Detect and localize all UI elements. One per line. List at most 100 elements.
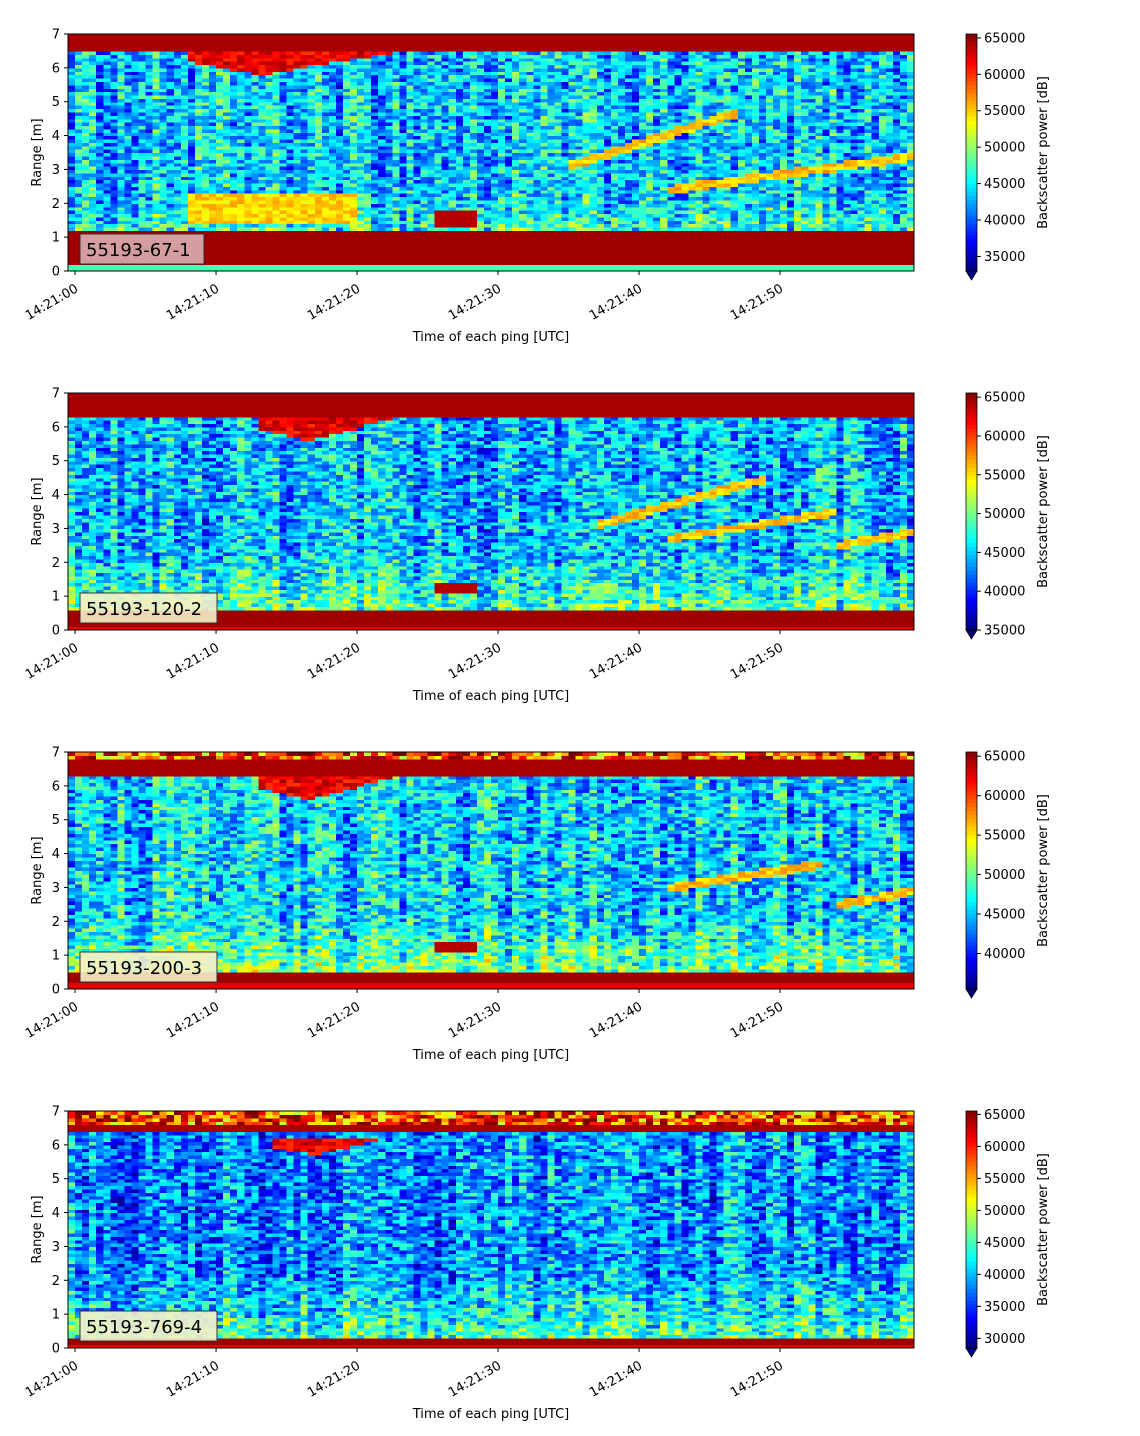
instrument-label: 55193-67-1 (86, 240, 191, 261)
y-tick-label: 0 (52, 983, 60, 998)
x-axis-label: Time of each ping [UTC] (412, 689, 570, 704)
colorbar-tick-label: 40000 (984, 947, 1025, 962)
colorbar-tick-label: 65000 (984, 31, 1025, 46)
y-tick-label: 4 (52, 1206, 60, 1221)
x-tick-label: 14:21:50 (728, 640, 786, 682)
instrument-label: 55193-120-2 (86, 599, 202, 620)
colorbar-tick-label: 55000 (984, 468, 1025, 483)
y-tick-label: 7 (52, 387, 60, 402)
x-tick-label: 14:21:10 (164, 281, 222, 323)
x-tick-label: 14:21:10 (164, 640, 222, 682)
x-tick-label: 14:21:00 (23, 281, 81, 323)
x-tick-label: 14:21:50 (728, 281, 786, 323)
colorbar-tick-label: 40000 (984, 1268, 1025, 1283)
x-tick-label: 14:21:20 (305, 999, 363, 1041)
y-tick-label: 0 (52, 1342, 60, 1357)
y-tick-label: 0 (52, 624, 60, 639)
y-axis-label: Range [m] (30, 118, 45, 186)
colorbar-label: Backscatter power [dB] (1036, 435, 1051, 588)
x-tick-label: 14:21:00 (23, 999, 81, 1041)
x-tick-label: 14:21:30 (446, 999, 504, 1041)
colorbar-extend-arrow (966, 989, 977, 998)
y-tick-label: 5 (52, 813, 60, 828)
colorbar-tick-label: 60000 (984, 68, 1025, 83)
colorbar-extend-arrow (966, 630, 977, 639)
y-tick-label: 7 (52, 1105, 60, 1120)
colorbar-tick-label: 30000 (984, 1332, 1025, 1347)
y-tick-label: 3 (52, 1240, 60, 1255)
y-tick-label: 7 (52, 746, 60, 761)
y-tick-label: 6 (52, 420, 60, 435)
y-axis-label: Range [m] (30, 1195, 45, 1263)
y-tick-label: 3 (52, 522, 60, 537)
y-tick-label: 0 (52, 265, 60, 280)
x-tick-label: 14:21:40 (587, 640, 645, 682)
colorbar-tick-label: 55000 (984, 1172, 1025, 1187)
x-tick-label: 14:21:40 (587, 281, 645, 323)
y-tick-label: 4 (52, 129, 60, 144)
colorbar-tick-label: 55000 (984, 104, 1025, 119)
colorbar-tick-label: 35000 (984, 624, 1025, 639)
x-tick-label: 14:21:50 (728, 1358, 786, 1400)
colorbar-label: Backscatter power [dB] (1036, 76, 1051, 229)
y-tick-label: 1 (52, 231, 60, 246)
colorbar-extend-arrow (966, 271, 977, 280)
colorbar-label: Backscatter power [dB] (1036, 1153, 1051, 1306)
x-tick-label: 14:21:40 (587, 999, 645, 1041)
colorbar-tick-label: 40000 (984, 214, 1025, 229)
colorbar-tick-label: 50000 (984, 507, 1025, 522)
y-tick-label: 3 (52, 881, 60, 896)
colorbar-label: Backscatter power [dB] (1036, 794, 1051, 947)
colorbar: 400004500050000550006000065000Backscatte… (966, 750, 1051, 998)
colorbar: 30000 35000 40000 45000 50000 55000 60000 65000… (966, 1108, 1051, 1357)
x-tick-label: 14:21:20 (305, 281, 363, 323)
colorbar-tick-label: 45000 (984, 546, 1025, 561)
y-tick-label: 2 (52, 556, 60, 571)
x-tick-label: 14:21:00 (23, 640, 81, 682)
colorbar-tick-label: 45000 (984, 908, 1025, 923)
x-axis-label: Time of each ping [UTC] (412, 1048, 570, 1063)
colorbar-tick-label: 65000 (984, 391, 1025, 406)
y-tick-label: 7 (52, 28, 60, 43)
colorbar-tick-label: 60000 (984, 789, 1025, 804)
y-tick-label: 4 (52, 488, 60, 503)
colorbar-tick-label: 50000 (984, 141, 1025, 156)
x-axis-label: Time of each ping [UTC] (412, 330, 570, 345)
instrument-label: 55193-200-3 (86, 958, 202, 979)
colorbar-tick-label: 35000 (984, 250, 1025, 265)
colorbar-tick-label: 35000 (984, 1300, 1025, 1315)
y-tick-label: 4 (52, 847, 60, 862)
colorbar-tick-label: 55000 (984, 829, 1025, 844)
y-tick-label: 5 (52, 454, 60, 469)
colorbar-tick-label: 65000 (984, 1108, 1025, 1123)
x-tick-label: 14:21:30 (446, 1358, 504, 1400)
panel-2: 0 1 2 3 4 5 6 7 14:21:00 14:21:10 14:21:20 14:21:30… (23, 387, 1051, 705)
x-tick-label: 14:21:50 (728, 999, 786, 1041)
colorbar-tick-label: 45000 (984, 177, 1025, 192)
colorbar-tick-label: 50000 (984, 1204, 1025, 1219)
colorbar: 35000 40000 45000 50000 55000 60000 65000 Backs… (966, 31, 1051, 280)
colorbar-tick-label: 65000 (984, 750, 1025, 765)
instrument-label: 55193-769-4 (86, 1317, 202, 1338)
x-tick-label: 14:21:20 (305, 1358, 363, 1400)
x-tick-label: 14:21:30 (446, 640, 504, 682)
y-axis-label: Range [m] (30, 836, 45, 904)
x-tick-label: 14:21:30 (446, 281, 504, 323)
colorbar-extend-arrow (966, 1348, 977, 1357)
y-tick-label: 1 (52, 1308, 60, 1323)
y-tick-label: 5 (52, 1172, 60, 1187)
y-tick-label: 2 (52, 197, 60, 212)
colorbar-tick-label: 45000 (984, 1236, 1025, 1251)
y-tick-label: 1 (52, 590, 60, 605)
x-tick-label: 14:21:20 (305, 640, 363, 682)
y-tick-label: 3 (52, 163, 60, 178)
colorbar-tick-label: 60000 (984, 1140, 1025, 1155)
x-axis-label: Time of each ping [UTC] (412, 1407, 570, 1422)
y-tick-label: 2 (52, 915, 60, 930)
x-tick-label: 14:21:00 (23, 1358, 81, 1400)
x-tick-label: 14:21:10 (164, 999, 222, 1041)
x-tick-label: 14:21:40 (587, 1358, 645, 1400)
